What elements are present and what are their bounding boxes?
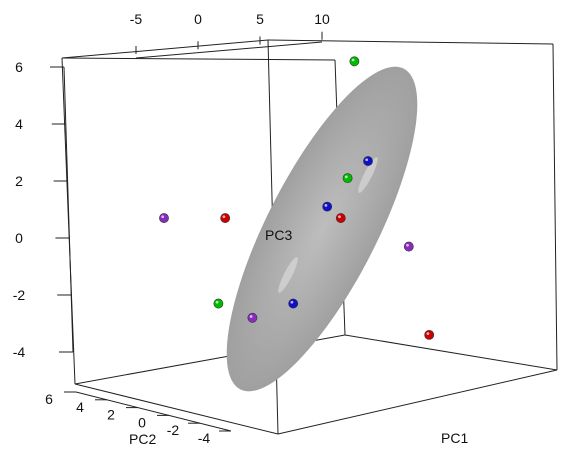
data-point-marker	[349, 56, 360, 67]
pc3-tick-label: 6	[15, 59, 23, 75]
data-point-highlight	[222, 215, 226, 219]
data-point-highlight	[351, 58, 355, 62]
pc2-axis-label: PC2	[129, 431, 156, 447]
ellipsoid-shape	[226, 66, 418, 392]
pc3-tick-label: 2	[15, 173, 23, 189]
top-axis: -5 0 5 10	[130, 11, 330, 59]
pc2-tick-label: 0	[138, 414, 146, 430]
top-tick-label: 10	[314, 11, 330, 27]
data-point-highlight	[249, 315, 253, 318]
pc2-axis: 6 4 2 0 -2 -4	[45, 391, 232, 446]
box-edge-back-right-top	[267, 39, 554, 45]
data-point	[322, 201, 333, 212]
top-tick-label: 0	[194, 11, 202, 27]
pc3-tick-label: 4	[15, 116, 23, 132]
data-point-highlight	[406, 243, 409, 247]
data-point	[220, 213, 231, 223]
pc2-axis-line	[75, 391, 232, 432]
pc3-tick-label: -2	[13, 287, 26, 303]
data-point-marker	[342, 173, 353, 184]
pc2-tick-label: 2	[107, 407, 115, 423]
data-point-marker	[213, 298, 224, 309]
data-point-highlight	[365, 158, 369, 162]
data-point	[288, 298, 299, 309]
data-point-marker	[403, 241, 414, 252]
data-point	[363, 156, 373, 166]
pc3-axis-line	[63, 66, 74, 353]
top-tick-label: 5	[256, 11, 264, 27]
data-point-marker	[159, 213, 169, 223]
pc2-tick-label: -4	[198, 430, 211, 446]
box-edge-right	[552, 43, 558, 371]
data-point-highlight	[338, 215, 341, 219]
box-edge-front-top	[61, 57, 336, 61]
data-point-highlight	[161, 215, 165, 219]
pc2-tick-label: 6	[45, 391, 53, 407]
top-axis-line	[135, 41, 323, 59]
data-point-marker	[288, 298, 299, 309]
data-point-highlight	[344, 175, 348, 179]
data-points	[159, 56, 435, 340]
pc1-axis-label: PC1	[441, 430, 468, 446]
data-point	[159, 213, 169, 223]
data-point	[213, 298, 224, 309]
ellipsoid-highlight-upper	[358, 157, 378, 193]
pc3-axis: 6 4 2 0 -2 -4	[13, 59, 74, 360]
data-point	[335, 213, 346, 223]
box-edge-bottom-front	[277, 369, 558, 435]
pc3-tick-label: -4	[13, 344, 26, 360]
box-edge-back-top	[61, 39, 269, 59]
data-point	[424, 329, 435, 340]
top-tick-label: -5	[130, 11, 143, 27]
pc3-axis-label: PC3	[265, 227, 292, 243]
pc3-tick-label: 0	[15, 230, 23, 246]
data-point-marker	[424, 329, 435, 340]
data-point	[342, 173, 353, 184]
data-point-highlight	[426, 332, 430, 335]
data-point-highlight	[215, 300, 219, 304]
box-edge-front-bottom	[344, 334, 558, 371]
ellipsoid-highlight-lower	[278, 257, 298, 293]
box-edge-bottom-left	[74, 383, 279, 435]
pc2-tick-label: -2	[167, 422, 180, 438]
data-point-marker	[247, 312, 258, 323]
pc2-tick-label: 4	[76, 399, 84, 415]
data-point-marker	[322, 201, 333, 212]
confidence-ellipsoid	[226, 66, 418, 392]
data-point-marker	[335, 213, 346, 223]
data-point	[349, 56, 360, 67]
data-point-marker	[220, 213, 231, 223]
data-point	[247, 312, 258, 323]
data-point-highlight	[324, 203, 328, 207]
data-point	[403, 241, 414, 252]
data-point-highlight	[290, 300, 294, 304]
data-point-marker	[363, 156, 373, 166]
